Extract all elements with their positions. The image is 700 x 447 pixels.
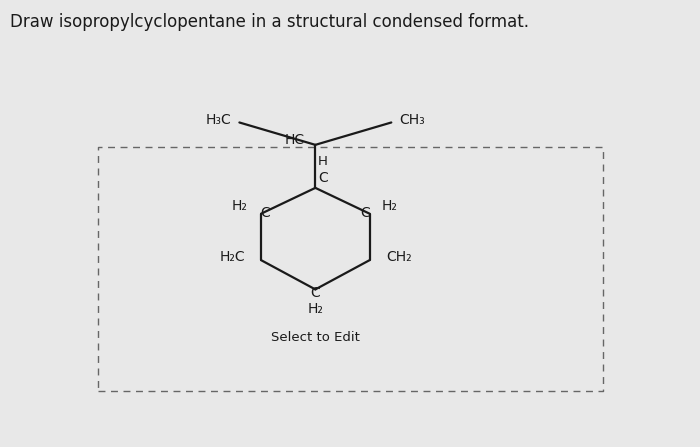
Text: H₂: H₂ [382,199,398,213]
Text: Draw isopropylcyclopentane in a structural condensed format.: Draw isopropylcyclopentane in a structur… [10,13,529,31]
Text: H₂: H₂ [232,199,248,213]
Text: CH₃: CH₃ [400,113,425,127]
Text: C: C [311,286,320,300]
Text: Select to Edit: Select to Edit [271,331,360,344]
Text: H₂C: H₂C [219,250,245,264]
Text: C: C [360,206,370,219]
Text: CH₂: CH₂ [386,250,412,264]
Text: H: H [318,155,328,168]
Text: C: C [260,206,270,219]
Text: H₂: H₂ [307,302,323,316]
Text: H₃C: H₃C [206,113,231,127]
Text: HC: HC [284,133,304,148]
Text: C: C [318,171,328,185]
